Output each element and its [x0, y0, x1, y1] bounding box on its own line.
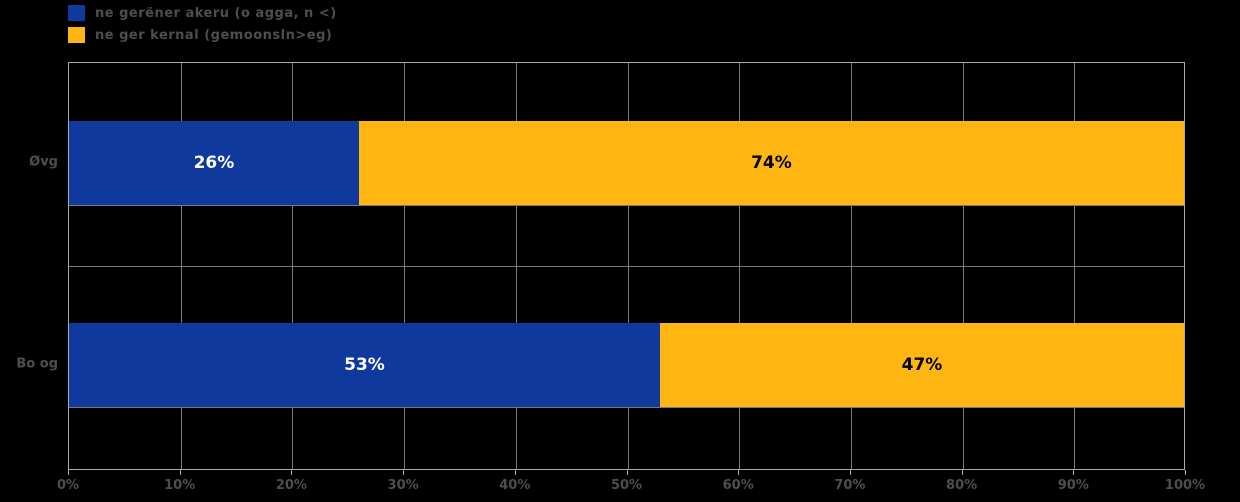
y-axis-category-label: Øvg: [29, 154, 58, 170]
bar-segment: 53%: [69, 323, 660, 408]
legend-label-series1: ne gerëner akeru (o agga, n <): [95, 5, 337, 21]
legend-item-series2: ne ger kernal (gemoonsln>eg): [68, 24, 337, 46]
bar-value-label: 26%: [193, 153, 235, 174]
horizontal-gridline: [69, 406, 1184, 408]
bar-row: 26% 74%: [69, 121, 1184, 206]
horizontal-gridline: [69, 265, 1184, 267]
bar-segment: 47%: [659, 323, 1184, 408]
x-axis-tick-label: 80%: [946, 478, 978, 493]
x-axis-tick-label: 70%: [834, 478, 866, 493]
bar-row: 53% 47%: [69, 323, 1184, 408]
plot-area: 26% 74% 53% 47%: [68, 62, 1185, 470]
x-axis-tick-label: 50%: [610, 478, 643, 493]
legend-item-series1: ne gerëner akeru (o agga, n <): [68, 2, 337, 24]
x-axis-tick-mark: [1185, 470, 1186, 475]
x-axis-tick-mark: [849, 470, 851, 475]
y-axis-category-label: Bo og: [16, 356, 58, 372]
chart-legend: ne gerëner akeru (o agga, n <) ne ger ke…: [68, 2, 337, 46]
x-axis-tick-mark: [68, 470, 69, 475]
x-axis-tick-mark: [514, 470, 516, 475]
x-axis-tick-mark: [179, 470, 181, 475]
x-axis-tick-mark: [1073, 470, 1075, 475]
x-axis-tick-label: 30%: [387, 478, 419, 493]
x-axis-tick-mark: [403, 470, 405, 475]
x-axis-tick-label: 0%: [56, 478, 80, 493]
legend-swatch-orange-icon: [68, 27, 85, 43]
x-axis-tick-mark: [961, 470, 963, 475]
x-axis-tick-label: 90%: [1057, 478, 1089, 493]
x-axis-tick-label: 100%: [1164, 478, 1206, 493]
legend-label-series2: ne ger kernal (gemoonsln>eg): [95, 27, 333, 43]
x-axis-tick-label: 60%: [722, 478, 754, 493]
bar-value-label: 47%: [901, 355, 943, 376]
x-axis-tick-mark: [291, 470, 293, 475]
x-axis-tick-mark: [626, 470, 628, 475]
x-axis-tick-label: 40%: [499, 478, 531, 493]
x-axis-tick-label: 10%: [164, 478, 196, 493]
legend-swatch-blue-icon: [68, 5, 85, 21]
x-axis-tick-mark: [738, 470, 740, 475]
bar-value-label: 53%: [344, 355, 385, 376]
bar-segment: 26%: [69, 121, 359, 206]
bar-value-label: 74%: [751, 153, 792, 174]
bar-segment: 74%: [358, 121, 1184, 206]
horizontal-gridline: [69, 204, 1184, 206]
x-axis-tick-label: 20%: [275, 478, 307, 493]
